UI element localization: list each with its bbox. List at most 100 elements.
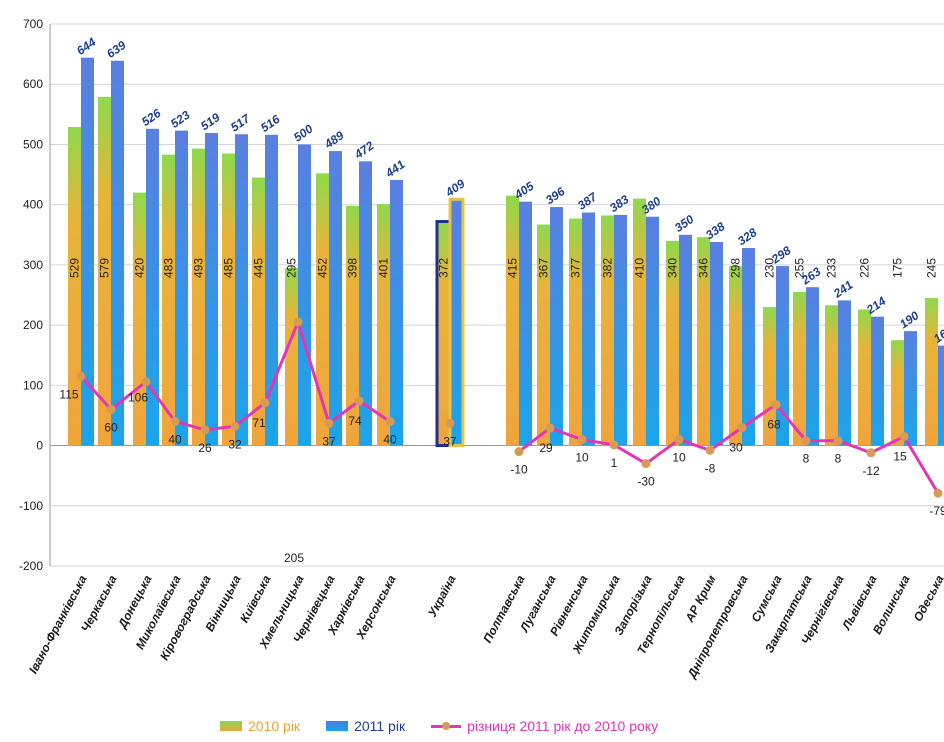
data-label-2011: 472	[351, 138, 377, 162]
difference-point	[385, 416, 395, 426]
data-label-2011: 387	[575, 189, 601, 213]
data-label-2010: 382	[601, 258, 615, 278]
difference-label: 32	[228, 437, 242, 451]
difference-label: 37	[443, 434, 457, 448]
x-tick-label: АР Крим	[682, 573, 719, 626]
x-tick-label: Дніпропетровська	[684, 573, 751, 682]
bar-2011	[614, 214, 627, 446]
legend-item-difference: різниця 2011 рік до 2010 року	[431, 718, 658, 734]
difference-label: 40	[383, 432, 397, 446]
bar-2010	[601, 215, 614, 446]
bar-2010	[98, 96, 111, 446]
bar-2011	[298, 144, 311, 446]
difference-label: -10	[510, 463, 528, 477]
bar-2010	[537, 224, 550, 446]
data-label-2010: 445	[252, 258, 266, 278]
difference-point	[609, 440, 619, 450]
bar-2011	[938, 345, 944, 446]
bar-2010	[925, 298, 938, 446]
bar-2010	[222, 153, 235, 446]
data-label-2010: 483	[162, 258, 176, 278]
data-label-2010: 410	[633, 258, 647, 278]
data-label-2010: 485	[222, 258, 236, 278]
data-label-2010: 372	[437, 258, 451, 278]
bar-2011	[646, 216, 659, 446]
difference-point	[514, 447, 524, 457]
difference-label: -8	[705, 461, 716, 475]
data-label-2011: 639	[104, 38, 129, 61]
difference-point	[899, 432, 909, 442]
data-label-2010: 175	[891, 258, 905, 278]
difference-label: 26	[198, 441, 212, 455]
bar-2010	[285, 267, 298, 446]
bar-2010	[435, 220, 452, 448]
chart: -200 -100 0 100 200 300 400 500 600 700 644 529 639…	[19, 17, 944, 682]
bar-2010	[68, 126, 81, 446]
bar-2011	[265, 134, 278, 446]
bar-2010	[858, 309, 871, 446]
bar-2011	[146, 128, 159, 446]
difference-label: 60	[104, 420, 118, 434]
difference-label: 106	[128, 391, 148, 405]
data-label-2011: 190	[897, 308, 922, 331]
data-label-2010: 230	[763, 258, 777, 278]
x-tick-label: Полтавська	[480, 573, 527, 646]
legend-swatch-2010	[220, 721, 242, 731]
bar-2011	[710, 242, 723, 446]
bar-2011	[359, 161, 372, 446]
data-label-2011: 441	[382, 157, 408, 181]
bar-2011	[550, 207, 563, 446]
difference-point	[200, 425, 210, 435]
data-label-2011: 383	[607, 192, 632, 215]
difference-label: 8	[835, 452, 842, 466]
difference-line-segment	[518, 402, 940, 494]
difference-point	[354, 396, 364, 406]
data-label-2010: 340	[666, 258, 680, 278]
legend-item-2010: 2010 рік	[220, 718, 300, 734]
difference-point	[141, 377, 151, 387]
data-label-2010: 415	[506, 258, 520, 278]
bar-2010	[891, 340, 904, 446]
difference-label: 74	[348, 414, 362, 428]
bar-2011	[582, 212, 595, 446]
data-label-2011: 396	[543, 184, 568, 207]
bar-2010	[793, 291, 806, 446]
data-label-2010: 295	[285, 258, 299, 278]
data-label-2010: 398	[346, 258, 360, 278]
difference-point	[866, 448, 876, 458]
legend-item-2011: 2011 рік	[326, 718, 405, 734]
data-label-2010: 401	[377, 258, 391, 278]
bar-2011	[776, 266, 789, 446]
y-tick-label: 400	[23, 198, 43, 212]
difference-label: -79	[929, 504, 944, 518]
data-label-2010: 346	[697, 258, 711, 278]
bar-2010	[192, 148, 205, 446]
bar-2010	[506, 195, 519, 446]
bars	[68, 57, 944, 448]
bar-2011	[838, 300, 851, 446]
data-label-2011: 500	[291, 122, 316, 145]
data-label-2011: 241	[830, 277, 856, 301]
data-label-2010: 245	[925, 258, 939, 278]
difference-label: 30	[729, 440, 743, 454]
bar-2010	[729, 266, 742, 446]
difference-label: 40	[168, 432, 182, 446]
y-tick-label: 300	[23, 258, 43, 272]
difference-label: 37	[322, 434, 336, 448]
data-label-2010: 233	[825, 258, 839, 278]
bar-2011	[81, 57, 94, 446]
legend-label-2010: 2010 рік	[248, 718, 301, 734]
bar-2010	[697, 237, 710, 446]
difference-point	[106, 404, 116, 414]
difference-label: 15	[893, 450, 907, 464]
y-tick-label: 500	[23, 137, 43, 151]
difference-label: 10	[575, 451, 589, 465]
y-tick-label: 600	[23, 77, 43, 91]
data-label-2010: 298	[729, 258, 743, 278]
difference-label: 29	[539, 441, 553, 455]
difference-point	[260, 398, 270, 408]
bar-2010	[825, 305, 838, 446]
bar-2010	[377, 204, 390, 446]
difference-point	[771, 400, 781, 410]
y-tick-label: -200	[19, 559, 43, 573]
